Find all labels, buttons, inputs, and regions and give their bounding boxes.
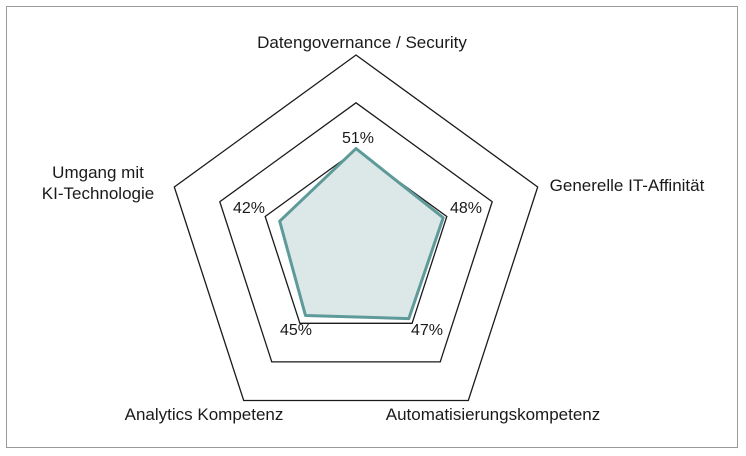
grid-rings: [173, 54, 539, 402]
value-label-3: 47%: [411, 322, 443, 339]
value-label-1: 51%: [342, 130, 374, 147]
axis-label-5-line-1: Umgang mit: [52, 163, 144, 182]
axis-label-3: Automatisierungskompetenz: [386, 405, 601, 424]
grid-ring-1: [264, 149, 448, 324]
data-series: [278, 147, 445, 321]
value-label-5: 42%: [233, 200, 265, 217]
value-label-2: 48%: [450, 200, 482, 217]
axis-label-5-line-2: KI-Technologie: [42, 184, 154, 203]
value-labels: 51% 48% 47% 45% 42%: [233, 130, 482, 339]
data-polygon: [278, 147, 445, 321]
grid-ring-2: [219, 101, 493, 363]
axis-label-2: Generelle IT-Affinität: [550, 176, 705, 195]
axis-label-1: Datengovernance / Security: [257, 33, 467, 52]
axis-labels: Datengovernance / Security Generelle IT-A…: [42, 33, 705, 424]
axis-label-4: Analytics Kompetenz: [125, 405, 284, 424]
grid-ring-3: [173, 54, 539, 402]
value-label-4: 45%: [280, 322, 312, 339]
